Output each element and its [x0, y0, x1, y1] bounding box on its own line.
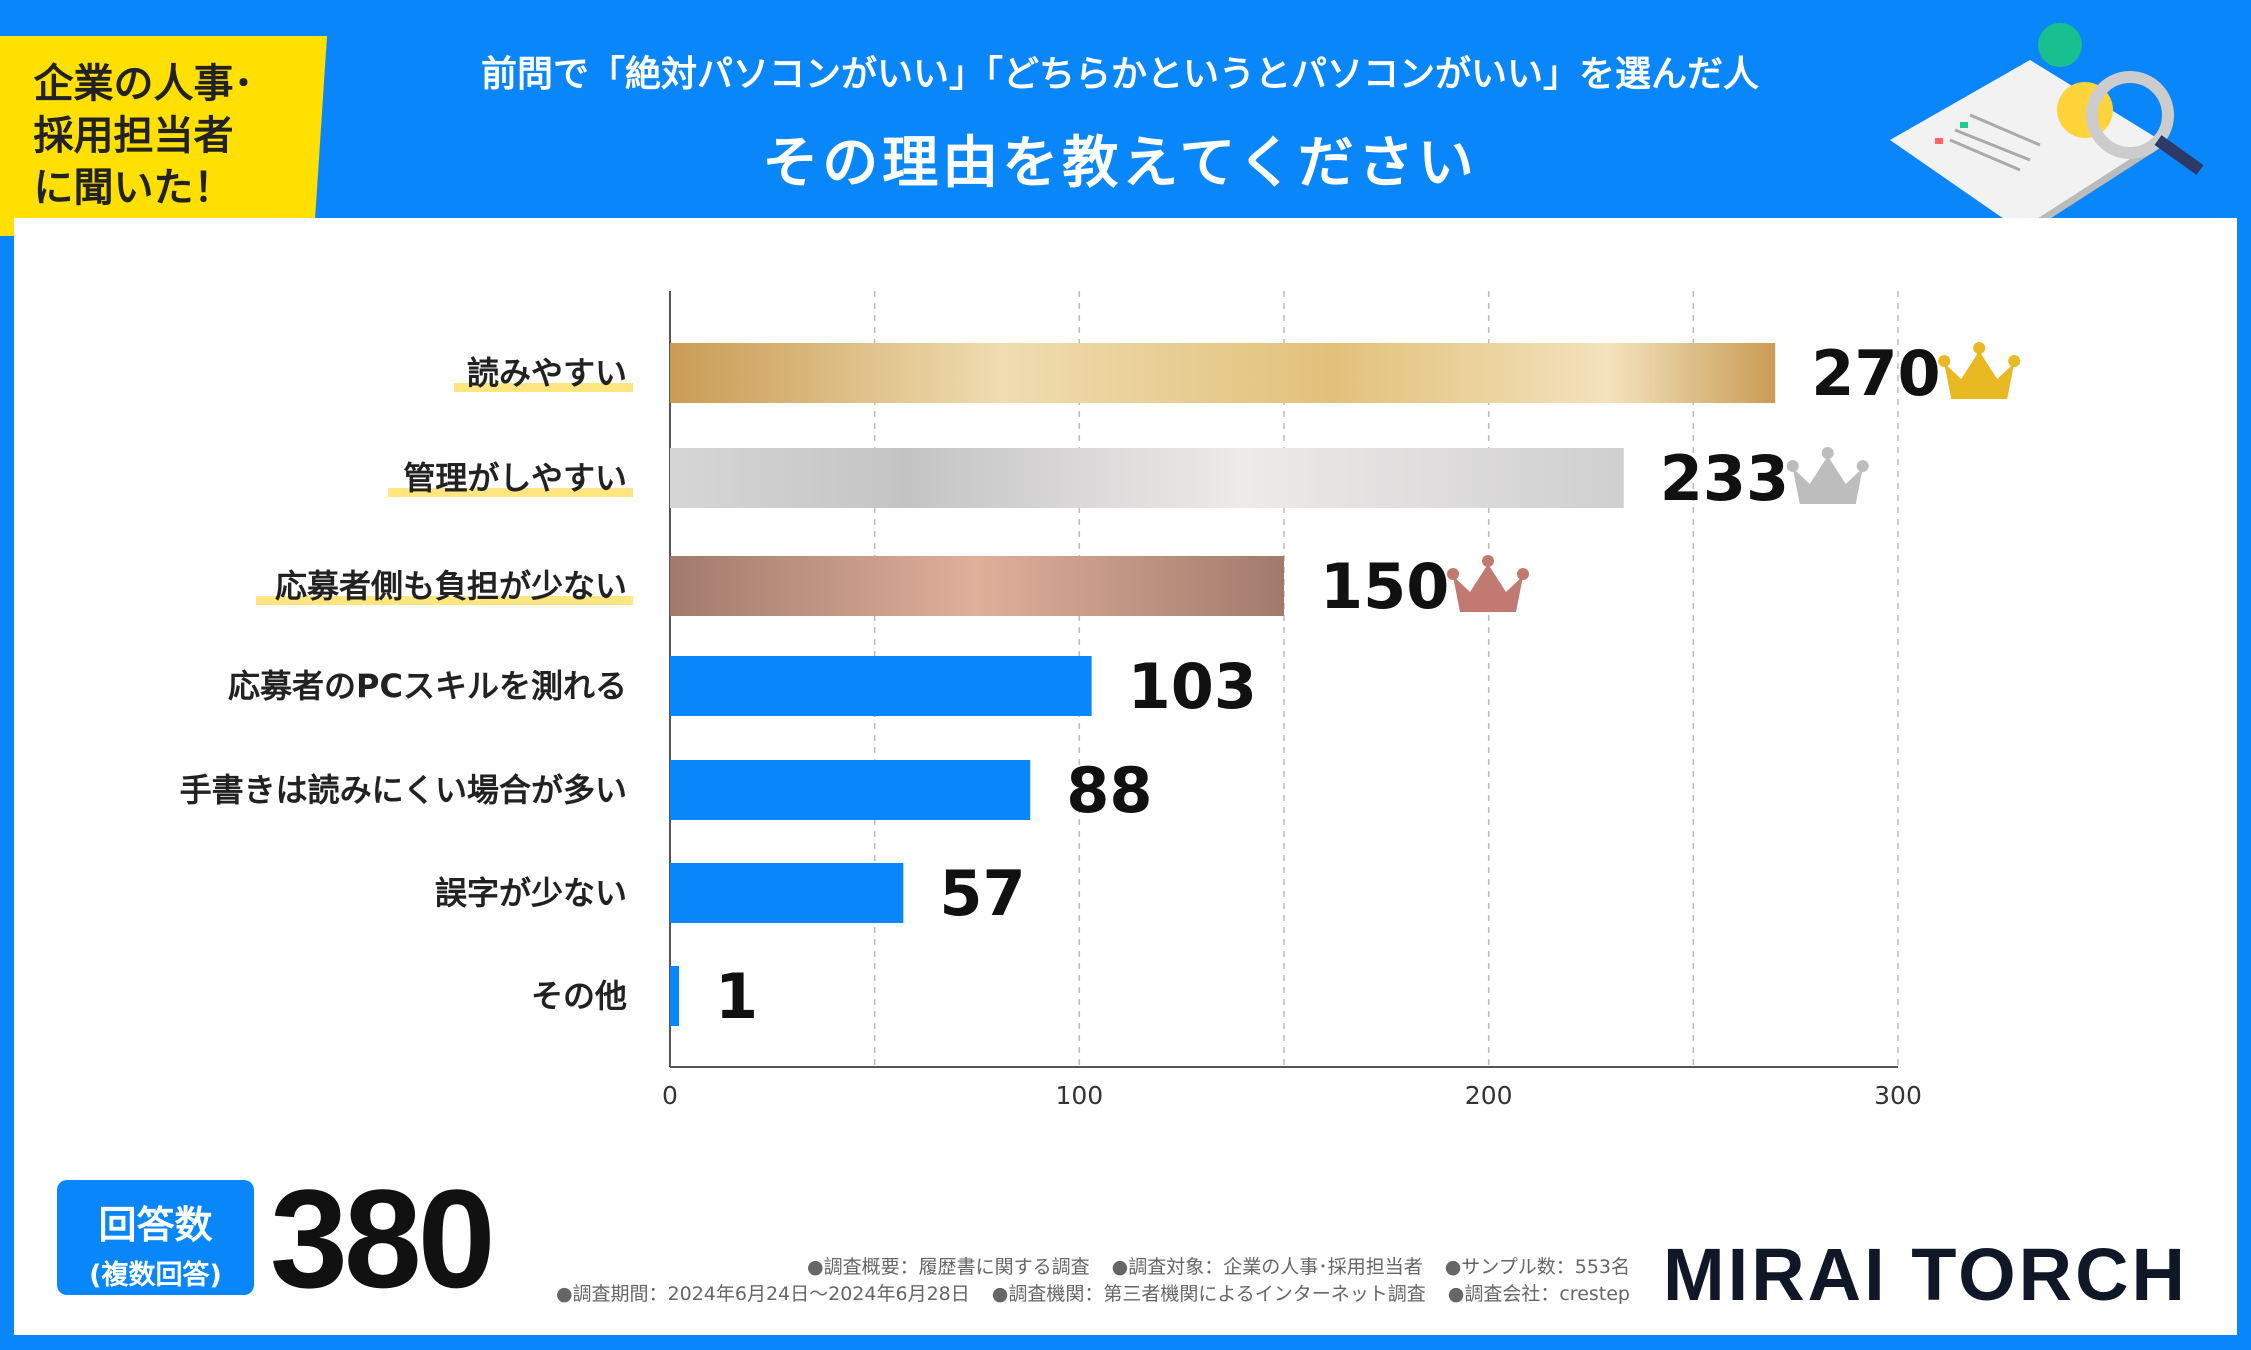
value-label: 233: [1660, 442, 1789, 515]
mirai-torch-logo: MIRAI TORCH: [1663, 1233, 2188, 1316]
crown-jewel: [1821, 447, 1834, 459]
category-label: 管理がしやすい: [403, 459, 627, 497]
answers-badge: 回答数 (複数回答): [57, 1180, 254, 1295]
question-title: 前問で「絶対パソコンがいい」「どちらかというとパソコンがいい」を選んだ人: [480, 54, 1759, 95]
category-label: 応募者のPCスキルを測れる: [228, 667, 627, 705]
label-highlight: [454, 383, 633, 392]
tag-line: 企業の人事･: [33, 61, 254, 107]
bar: [670, 343, 1776, 403]
bar: [670, 966, 679, 1026]
category-label: 読みやすい: [467, 354, 627, 392]
category-label: その他: [531, 977, 627, 1015]
crown-jewel: [1482, 555, 1494, 567]
value-label: 150: [1320, 550, 1449, 623]
bar: [670, 656, 1092, 716]
label-highlight: [388, 488, 633, 497]
crown-shape: [1944, 351, 2015, 399]
tag-line: に聞いた！: [33, 165, 234, 211]
value-label: 103: [1128, 650, 1257, 723]
survey-notes-line1: ●調査概要：履歴書に関する調査 ●調査対象：企業の人事･採用担当者 ●サンプル数：5…: [785, 1252, 1630, 1279]
bar: [670, 863, 904, 923]
bar: [670, 448, 1624, 508]
x-tick-label: 200: [1465, 1081, 1513, 1110]
crown-jewel: [2008, 355, 2021, 367]
answers-sublabel: (複数回答): [89, 1260, 222, 1291]
note: ●調査概要：履歴書に関する調査: [807, 1256, 1090, 1278]
note: ●調査機関：第三者機関によるインターネット調査: [991, 1283, 1426, 1305]
crown-bronze-icon: [1447, 555, 1529, 612]
crown-shape: [1453, 564, 1523, 612]
survey-notes-line2: ●調査期間：2024年6月24日～2024年6月28日 ●調査機関：第三者機関によ…: [534, 1279, 1630, 1306]
crown-jewel: [1856, 460, 1869, 472]
bar: [670, 556, 1284, 616]
crown-jewel: [1973, 342, 1986, 354]
value-label: 1: [715, 960, 758, 1033]
content-panel: [14, 218, 2237, 1335]
crown-jewel: [1938, 355, 1951, 367]
crown-silver-icon: [1786, 447, 1869, 504]
tag-line: 採用担当者: [33, 113, 234, 159]
answers-label: 回答数: [98, 1203, 213, 1247]
value-label: 270: [1811, 337, 1940, 410]
note: ●調査会社：crestep: [1447, 1283, 1630, 1305]
bar: [670, 760, 1031, 820]
crown-shape: [1792, 456, 1863, 504]
x-tick-label: 300: [1874, 1081, 1922, 1110]
category-label: 応募者側も負担が少ない: [275, 567, 627, 605]
label-highlight: [256, 596, 633, 605]
crown-jewel: [1517, 568, 1529, 580]
category-label: 誤字が少ない: [435, 874, 627, 912]
note: ●調査期間：2024年6月24日～2024年6月28日: [555, 1283, 970, 1305]
x-tick-label: 0: [662, 1081, 678, 1110]
crown-jewel: [1447, 568, 1459, 580]
resume-magnifier-illustration: [1890, 23, 2204, 238]
crown-gold-icon: [1938, 342, 2021, 399]
survey-tag: 企業の人事･ 採用担当者 に聞いた！: [0, 36, 327, 236]
note: ●サンプル数：553名: [1444, 1256, 1630, 1278]
answers-total: 380: [270, 1160, 496, 1317]
note: ●調査対象：企業の人事･採用担当者: [1111, 1256, 1423, 1278]
value-label: 57: [939, 857, 1025, 930]
value-label: 88: [1066, 754, 1152, 827]
question-subtitle: その理由を教えてください: [762, 131, 1478, 196]
header: 企業の人事･ 採用担当者 に聞いた！ 前問で「絶対パソコンがいい」「どちらかとい…: [0, 0, 2251, 238]
x-tick-label: 100: [1055, 1081, 1103, 1110]
crown-jewel: [1786, 460, 1799, 472]
category-label: 手書きは読みにくい場合が多い: [180, 771, 627, 809]
